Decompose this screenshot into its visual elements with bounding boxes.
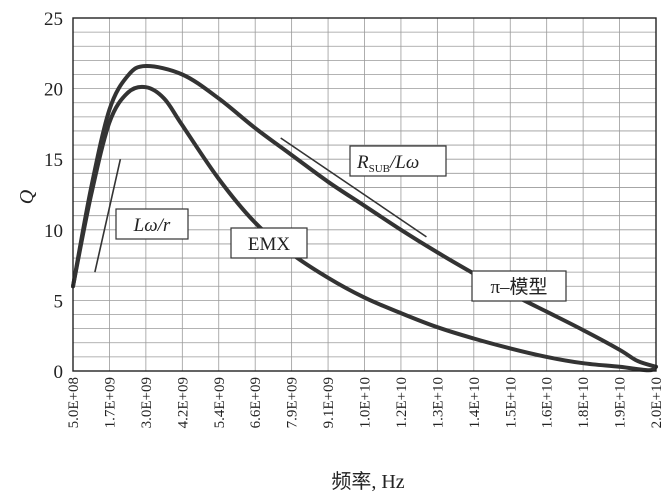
x-tick-label: 1.2E+10 [394,377,410,428]
l-omega-r-label: Lω/r [133,215,171,236]
y-tick-label: 15 [44,150,63,171]
series-pi-model-line [71,63,658,369]
x-tick-label: 6.6E+09 [248,377,264,428]
rsub-l-omega-label: RSUB/Lω [356,152,419,175]
x-tick-label: 4.2E+09 [175,377,191,428]
x-tick-label: 1.6E+10 [540,377,556,428]
x-tick-label: 7.9E+09 [285,377,301,428]
x-tick-label: 1.8E+10 [576,377,592,428]
y-tick-labels: 0 5 10 15 20 25 [44,9,63,383]
plot-frame [72,17,657,372]
x-tick-label: 1.7E+09 [102,377,118,428]
y-tick-label: 5 [54,291,64,312]
l-omega-r-slope-line [94,159,122,273]
y-tick-label: 20 [44,80,63,101]
rsub-l-omega-slope-line [280,137,427,238]
emx-label: EMX [248,234,291,255]
x-tick-label: 9.1E+09 [321,377,337,428]
pi-model-label-box [471,270,567,302]
y-tick-label: 0 [54,362,64,383]
x-tick-label: 1.9E+10 [613,377,629,428]
series-emx-line [71,84,658,373]
x-tick-label: 1.5E+10 [503,377,519,428]
series-layer [71,63,658,373]
rsub-l-omega-label-box [349,145,447,177]
l-omega-r-label-box [115,208,189,240]
x-axis-label: 频率, Hz [331,470,404,493]
y-tick-label: 25 [44,9,63,30]
y-axis-label: Q [16,189,38,204]
x-tick-label: 3.0E+09 [139,377,155,428]
x-tick-label: 1.0E+10 [358,377,374,428]
x-tick-label: 1.4E+10 [467,377,483,428]
pi-model-label: π–模型 [490,276,547,298]
y-tick-label: 10 [44,221,63,242]
x-tick-label: 2.0E+10 [649,377,664,428]
x-tick-label: 5.0E+08 [66,377,82,428]
x-tick-labels: 5.0E+08 1.7E+09 3.0E+09 4.2E+09 5.4E+09 6.6E+… [66,377,664,428]
x-tick-label: 1.3E+10 [430,377,446,428]
emx-label-box [230,227,308,259]
x-tick-label: 5.4E+09 [212,377,228,428]
annotation-layer: Lω/r RSUB/Lω EMX π–模型 [94,137,567,302]
